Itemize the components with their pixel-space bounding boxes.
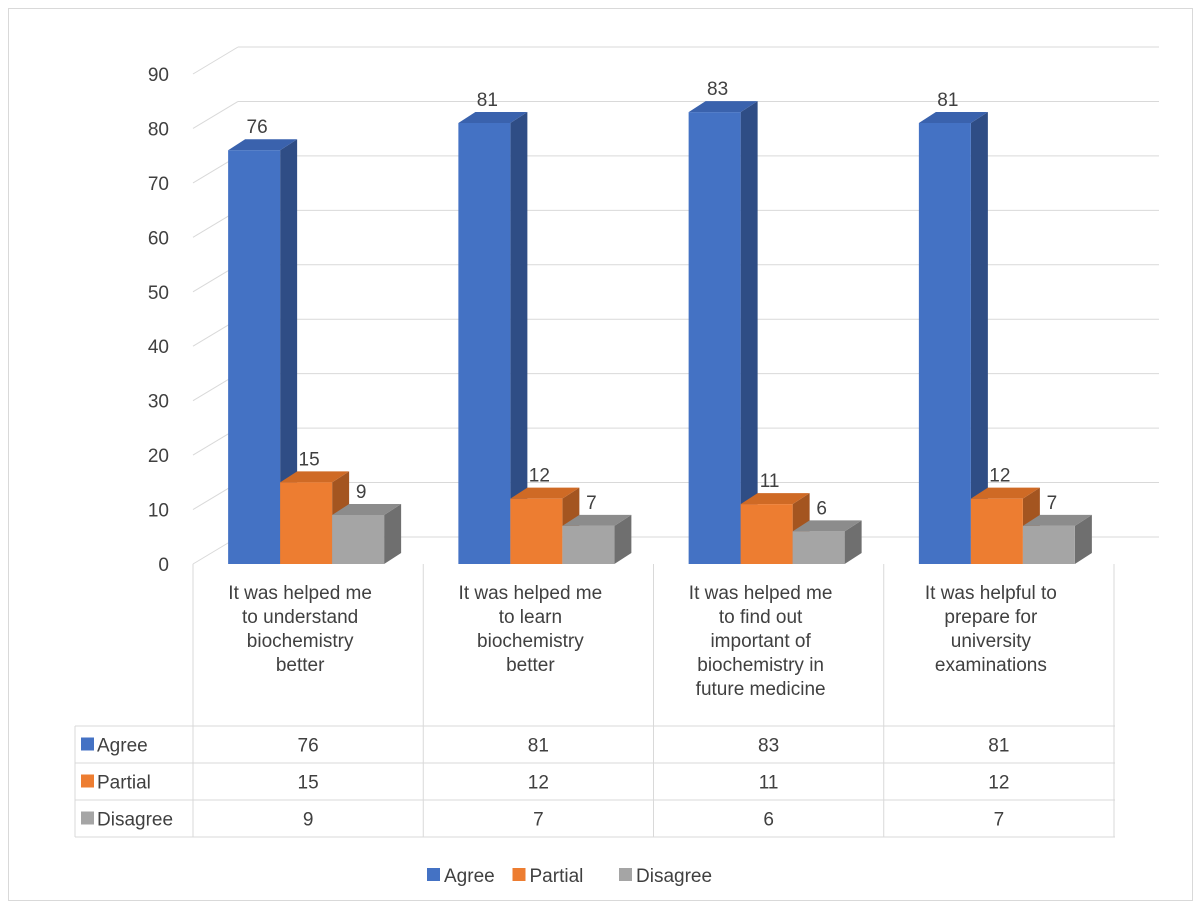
x-axis-category-label: biochemistry xyxy=(247,631,354,652)
x-axis-category-label: better xyxy=(276,655,325,676)
table-legend-key xyxy=(81,737,94,751)
table-cell-value: 76 xyxy=(298,736,319,757)
bar-agree xyxy=(458,123,511,564)
data-label: 6 xyxy=(816,498,827,519)
gridline-depth xyxy=(192,101,239,129)
bar-top-face xyxy=(740,493,810,505)
bar-chart-3d: 010203040506070809076159811278311681127I… xyxy=(74,46,1159,887)
chart-frame: 0 10 20 30 40 50 60 70 80 90 76 15 9 81 12 7 83 11 6 81 12 7 I… xyxy=(8,8,1193,901)
table-cell-value: 7 xyxy=(533,810,544,831)
bar-side-face xyxy=(1074,514,1092,564)
bar-top-face xyxy=(970,487,1040,499)
data-label: 83 xyxy=(707,79,728,100)
y-axis-tick-label: 40 xyxy=(148,337,169,358)
bar-top-face xyxy=(332,504,402,515)
table-cell-value: 83 xyxy=(758,736,779,757)
bar-top-face xyxy=(918,112,988,123)
table-legend-key xyxy=(81,774,94,788)
bar-side-face xyxy=(844,520,862,564)
legend-label: Disagree xyxy=(636,866,712,887)
table-cell-value: 11 xyxy=(759,773,779,794)
table-cell-value: 12 xyxy=(528,773,549,794)
y-axis-tick-label: 20 xyxy=(148,446,169,467)
y-axis-tick-label: 0 xyxy=(158,555,169,576)
x-axis-category-label: biochemistry in xyxy=(697,655,824,676)
table-cell-value: 81 xyxy=(988,736,1009,757)
table-series-label: Partial xyxy=(97,773,151,794)
x-axis-category-label: It was helped me xyxy=(689,583,833,604)
data-label: 15 xyxy=(299,449,320,470)
bar-disagree xyxy=(332,515,385,564)
bar-side-face xyxy=(970,112,988,564)
bar-partial xyxy=(740,504,793,564)
x-axis-category-label: examinations xyxy=(935,655,1047,676)
table-cell-value: 15 xyxy=(298,773,319,794)
table-cell-value: 81 xyxy=(528,736,549,757)
bar-disagree xyxy=(1022,525,1075,564)
data-label: 81 xyxy=(937,90,958,111)
x-axis-category-label: important of xyxy=(710,631,811,652)
bar-disagree xyxy=(562,525,615,564)
data-label: 9 xyxy=(356,482,367,503)
bar-side-face xyxy=(384,504,402,564)
legend-key-agree xyxy=(427,868,440,881)
x-axis-category-label: to understand xyxy=(242,607,358,628)
bar-top-face xyxy=(688,101,758,113)
y-axis-tick-label: 60 xyxy=(148,228,169,249)
table-series-label: Agree xyxy=(97,736,148,757)
x-axis-category-label: better xyxy=(506,655,555,676)
data-label: 12 xyxy=(989,466,1010,487)
table-cell-value: 7 xyxy=(994,810,1005,831)
bar-side-face xyxy=(280,139,298,564)
gridline-depth xyxy=(192,46,239,75)
x-axis-category-label: It was helpful to xyxy=(925,583,1057,604)
bar-agree xyxy=(918,123,971,564)
data-label: 12 xyxy=(529,466,550,487)
x-axis-category-label: It was helped me xyxy=(228,583,372,604)
bar-top-face xyxy=(792,520,862,532)
x-axis-category-label: future medicine xyxy=(696,679,826,700)
x-axis-category-label: university xyxy=(951,631,1032,652)
bar-top-face xyxy=(1022,514,1092,526)
bar-side-face xyxy=(740,101,758,564)
bar-top-face xyxy=(228,139,298,151)
bar-agree xyxy=(228,150,281,564)
bar-side-face xyxy=(614,514,632,564)
bar-disagree xyxy=(792,531,845,564)
bar-partial xyxy=(510,498,563,564)
table-legend-key xyxy=(81,811,94,825)
bar-top-face xyxy=(280,471,350,483)
legend-key-partial xyxy=(512,868,526,881)
legend-key-disagree xyxy=(619,868,632,881)
table-cell-value: 9 xyxy=(303,810,314,831)
data-label: 11 xyxy=(760,471,780,492)
bar-top-face xyxy=(510,487,580,499)
bar-agree xyxy=(688,112,741,564)
bar-partial xyxy=(970,498,1023,564)
x-axis-category-label: biochemistry xyxy=(477,631,584,652)
y-axis-tick-label: 70 xyxy=(148,174,169,195)
y-axis-tick-label: 80 xyxy=(148,119,169,140)
x-axis-category-label: to find out xyxy=(719,607,803,628)
legend-label: Agree xyxy=(444,866,495,887)
legend-label: Partial xyxy=(530,866,584,887)
x-axis-category-label: to learn xyxy=(499,607,562,628)
table-cell-value: 6 xyxy=(763,810,774,831)
y-axis-tick-label: 50 xyxy=(148,283,169,304)
bar-top-face xyxy=(562,514,632,526)
data-label: 7 xyxy=(586,493,597,514)
table-series-label: Disagree xyxy=(97,810,173,831)
data-label: 7 xyxy=(1047,493,1058,514)
data-label: 81 xyxy=(477,90,498,111)
bar-top-face xyxy=(458,112,528,123)
y-axis-tick-label: 10 xyxy=(148,501,169,522)
bar-side-face xyxy=(510,112,528,564)
x-axis-category-label: prepare for xyxy=(944,607,1038,628)
table-cell-value: 12 xyxy=(988,773,1009,794)
data-label: 76 xyxy=(247,117,268,138)
y-axis-tick-label: 90 xyxy=(148,65,169,86)
bar-partial xyxy=(280,482,333,564)
y-axis-tick-label: 30 xyxy=(148,392,169,413)
x-axis-category-label: It was helped me xyxy=(459,583,603,604)
